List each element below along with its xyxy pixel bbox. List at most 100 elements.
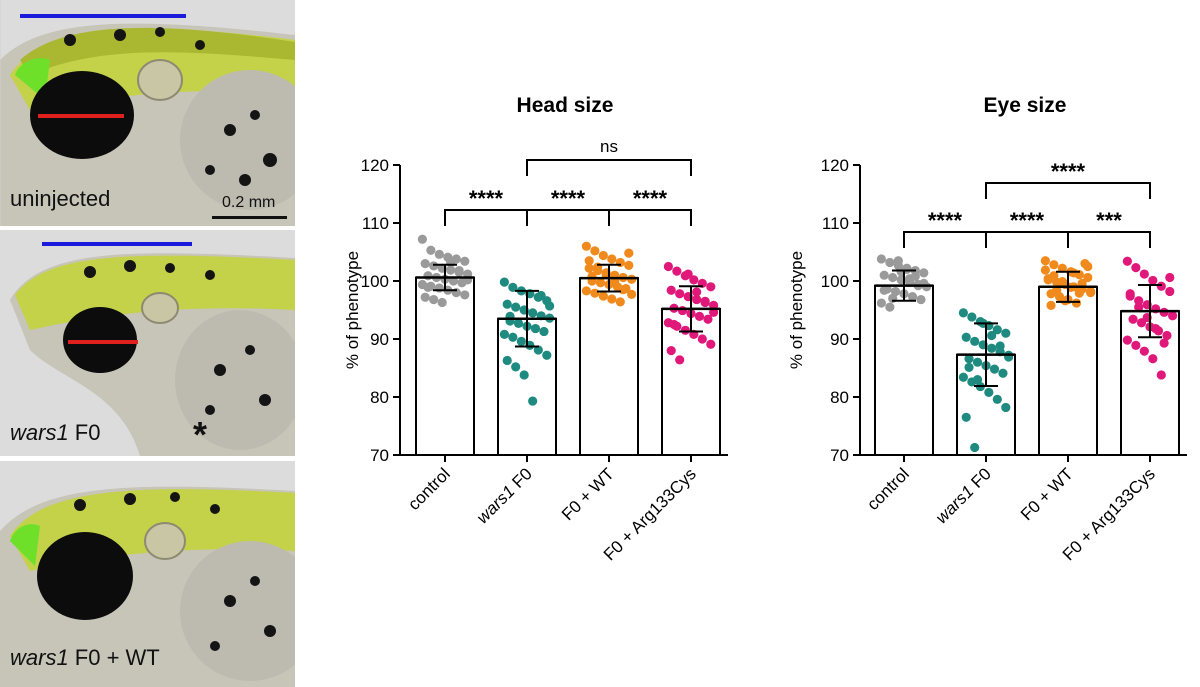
- data-point: [1057, 276, 1067, 287]
- data-point: [879, 270, 889, 280]
- data-point: [618, 285, 628, 295]
- x-tick-label: wars1 F0: [932, 464, 995, 527]
- data-point: [581, 241, 591, 251]
- data-point: [1156, 370, 1166, 380]
- data-point: [528, 308, 538, 318]
- bar: [415, 276, 475, 456]
- data-point: [511, 302, 521, 312]
- data-point: [1049, 260, 1059, 270]
- data-point: [624, 248, 634, 258]
- data-point: [423, 282, 433, 292]
- data-point: [508, 282, 518, 292]
- data-point: [958, 308, 968, 318]
- panel-label: uninjected: [10, 186, 111, 211]
- panel-label: wars1 F0 + WT: [10, 645, 160, 670]
- data-point: [972, 375, 983, 385]
- data-point: [972, 357, 983, 367]
- data-point: [581, 286, 591, 296]
- scale-bar-label: 0.2 mm: [222, 194, 276, 211]
- bar: [874, 284, 934, 457]
- bar: [579, 277, 639, 456]
- data-point: [536, 290, 546, 301]
- data-point: [876, 254, 886, 264]
- data-point: [967, 312, 977, 322]
- data-point: [1069, 268, 1079, 278]
- data-point: [429, 261, 439, 271]
- data-point: [675, 289, 685, 299]
- data-point: [706, 282, 716, 292]
- data-point: [1086, 288, 1096, 298]
- data-point: [533, 345, 543, 355]
- y-tick-label: 90: [830, 330, 849, 349]
- y-tick-label: 70: [370, 446, 389, 465]
- data-point: [961, 412, 971, 422]
- data-point: [964, 354, 974, 364]
- photo-panel-uninjected: uninjected 0.2 mm: [0, 0, 295, 226]
- data-point: [919, 268, 929, 278]
- significance-label: ****: [928, 208, 963, 233]
- eye-size-chart: Eye size % of phenotype 70 80 90 100 110 120 con…: [787, 94, 1187, 564]
- data-point: [1128, 314, 1138, 324]
- y-tick-label: 120: [821, 156, 849, 175]
- data-point: [590, 288, 600, 298]
- data-point: [1159, 338, 1169, 348]
- y-tick-label: 110: [822, 214, 849, 233]
- y-tick-label: 100: [821, 272, 849, 291]
- red-measure-bar: [68, 340, 138, 344]
- data-point: [1001, 328, 1011, 338]
- data-point: [697, 334, 707, 344]
- larva-image-wars1-f0-wt: [0, 461, 295, 687]
- data-point: [598, 250, 608, 261]
- photo-panel-wars1-f0-wt: wars1 F0 + WT: [0, 461, 295, 687]
- significance-bracket: [985, 231, 1069, 248]
- y-tick-label: 90: [370, 330, 389, 349]
- data-point: [995, 341, 1005, 351]
- data-point: [669, 319, 679, 330]
- data-point: [1148, 275, 1158, 286]
- significance-bracket: [985, 182, 1151, 199]
- data-point: [987, 330, 997, 341]
- data-point: [1125, 289, 1135, 299]
- significance-label: ****: [551, 186, 586, 211]
- significance-bracket: [1067, 231, 1151, 248]
- data-point: [499, 277, 509, 287]
- data-point: [584, 263, 594, 273]
- data-point: [663, 261, 673, 272]
- data-point: [703, 314, 713, 324]
- data-point: [672, 266, 682, 276]
- data-point: [1165, 286, 1175, 297]
- panel-label: wars1 F0: [10, 420, 101, 445]
- y-tick-label: 70: [830, 446, 849, 465]
- data-point: [1122, 335, 1132, 345]
- x-tick-label: F0 + WT: [1017, 464, 1077, 524]
- data-point: [692, 294, 702, 305]
- data-point: [970, 336, 980, 346]
- data-point: [429, 294, 439, 305]
- y-tick-label: 80: [830, 388, 849, 407]
- data-point: [1083, 261, 1093, 272]
- data-point: [1139, 346, 1149, 356]
- data-point: [1040, 256, 1050, 266]
- data-point: [519, 370, 529, 380]
- red-measure-bar: [38, 114, 124, 118]
- data-point: [675, 355, 685, 365]
- photo-panel-wars1-f0: wars1 F0 *: [0, 230, 295, 456]
- data-point: [692, 287, 702, 297]
- significance-label: ****: [1051, 159, 1086, 184]
- data-point: [528, 396, 538, 406]
- data-point: [1001, 402, 1011, 413]
- data-point: [502, 355, 512, 366]
- data-point: [423, 271, 433, 281]
- data-point: [1083, 272, 1093, 283]
- y-tick-label: 100: [361, 272, 389, 291]
- x-tick-label: control: [863, 464, 913, 514]
- data-point: [970, 442, 980, 453]
- data-point: [530, 323, 541, 334]
- larva-image-wars1-f0: [0, 230, 295, 456]
- data-point: [615, 297, 625, 307]
- data-point: [420, 292, 430, 302]
- asterisk-marker: *: [193, 414, 208, 455]
- data-point: [683, 269, 693, 279]
- data-point: [916, 294, 926, 305]
- data-point: [460, 290, 470, 300]
